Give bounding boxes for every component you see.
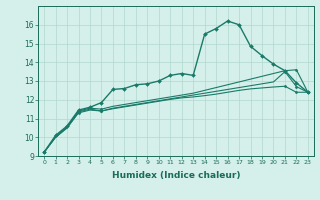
X-axis label: Humidex (Indice chaleur): Humidex (Indice chaleur) — [112, 171, 240, 180]
